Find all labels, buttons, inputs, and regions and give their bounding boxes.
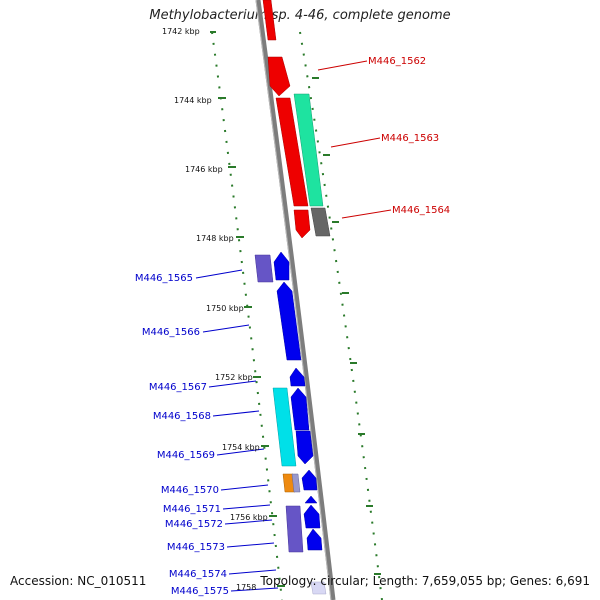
gene-m446-1565b[interactable] xyxy=(273,251,290,281)
gene-m446-1570c[interactable] xyxy=(301,469,318,491)
scale-label: 1756 kbp xyxy=(230,513,268,522)
connector-m446-1564 xyxy=(341,209,392,219)
major-ticks xyxy=(210,31,381,587)
map-title: Methylobacterium sp. 4-46, complete geno… xyxy=(149,8,451,23)
gene-label-m446-1568[interactable]: M446_1568 xyxy=(153,411,211,422)
connector-m446-1569 xyxy=(216,448,265,456)
scale-label: 1742 kbp xyxy=(162,27,200,36)
connector-m446-1562 xyxy=(317,60,368,71)
gene-m446-1572b[interactable] xyxy=(303,504,321,529)
connector-m446-1574 xyxy=(228,569,277,575)
gene-m446-1563[interactable] xyxy=(275,97,309,207)
connector-m446-1571 xyxy=(222,504,271,510)
gene-label-m446-1567[interactable]: M446_1567 xyxy=(149,382,207,393)
gene-m446-1563-teal[interactable] xyxy=(293,93,324,207)
connector-m446-1572 xyxy=(224,519,273,525)
gene-m446-1571[interactable] xyxy=(304,495,318,504)
genome-backbone-highlight xyxy=(255,0,332,600)
connector-m446-1563 xyxy=(330,137,381,148)
connector-m446-1568 xyxy=(212,410,260,417)
gene-m446-1570b[interactable] xyxy=(291,473,301,493)
gene-label-m446-1569[interactable]: M446_1569 xyxy=(157,450,215,461)
gene-label-m446-1566[interactable]: M446_1566 xyxy=(142,327,200,338)
gene-label-m446-1570[interactable]: M446_1570 xyxy=(161,485,219,496)
connector-m446-1570 xyxy=(220,484,269,491)
scale-label: 1746 kbp xyxy=(185,165,223,174)
gene-m446-1567[interactable] xyxy=(289,367,306,387)
gene-m446-1572[interactable] xyxy=(285,505,304,553)
genome-backbone xyxy=(255,0,336,600)
gene-label-m446-1563[interactable]: M446_1563 xyxy=(381,133,439,144)
gene-label-m446-1573[interactable]: M446_1573 xyxy=(167,542,225,553)
scale-label: 1758 xyxy=(236,583,256,592)
gene-m446-1564[interactable] xyxy=(293,209,311,239)
gene-m446-1562[interactable] xyxy=(267,56,291,97)
connector-m446-1566 xyxy=(202,324,250,333)
accession-label: Accession: NC_010511 xyxy=(10,574,147,588)
gene-m446-1573[interactable] xyxy=(306,528,323,551)
gene-red-segment[interactable] xyxy=(262,0,277,41)
gene-label-m446-1572[interactable]: M446_1572 xyxy=(165,519,223,530)
gene-label-m446-1565[interactable]: M446_1565 xyxy=(135,273,193,284)
gene-label-m446-1575[interactable]: M446_1575 xyxy=(171,586,229,597)
scale-label: 1754 kbp xyxy=(222,443,260,452)
right-connectors xyxy=(317,60,392,219)
scale-label: 1748 kbp xyxy=(196,234,234,243)
gene-m446-1565[interactable] xyxy=(254,254,274,283)
topology-summary: Topology: circular; Length: 7,659,055 bp… xyxy=(260,574,590,588)
gene-m446-1575[interactable] xyxy=(310,581,327,595)
scale-label: 1750 kbp xyxy=(206,304,244,313)
left-connectors xyxy=(195,269,279,592)
gene-m446-1564-grey[interactable] xyxy=(310,207,331,237)
gene-label-m446-1564[interactable]: M446_1564 xyxy=(392,205,450,216)
gene-m446-1566[interactable] xyxy=(276,281,302,361)
gene-label-m446-1574[interactable]: M446_1574 xyxy=(169,569,227,580)
connector-m446-1565 xyxy=(195,269,243,279)
connector-m446-1573 xyxy=(226,542,275,548)
connector-m446-1567 xyxy=(208,380,257,388)
gene-label-m446-1571[interactable]: M446_1571 xyxy=(163,504,221,515)
connector-m446-1575 xyxy=(230,587,279,592)
scale-label: 1744 kbp xyxy=(174,96,212,105)
gene-m446-1568[interactable] xyxy=(272,387,297,467)
gene-label-m446-1562[interactable]: M446_1562 xyxy=(368,56,426,67)
scale-label: 1752 kbp xyxy=(215,373,253,382)
gene-m446-1569[interactable] xyxy=(295,430,314,465)
gene-m446-1568b[interactable] xyxy=(290,387,310,431)
